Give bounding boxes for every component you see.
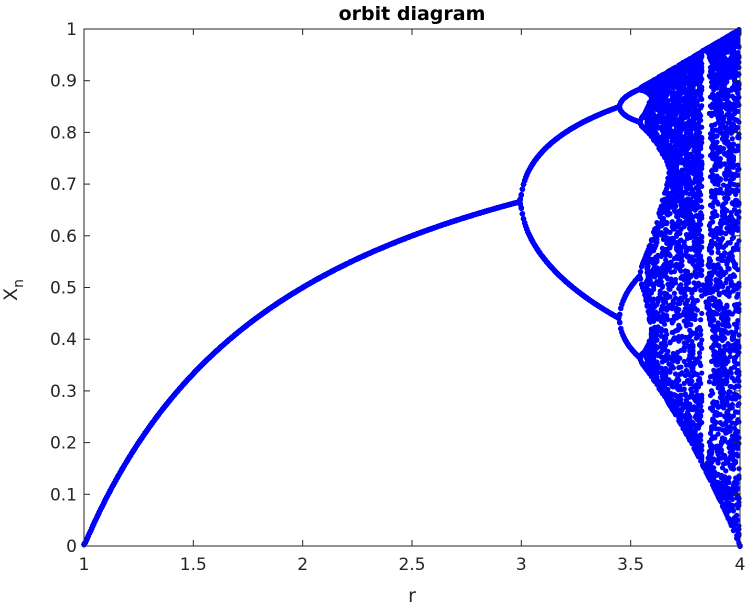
orbit-diagram-chart: 1 1.5 2 2.5 3 3.5 400.10.20.30.40.50.60.70.80.…	[0, 0, 749, 606]
